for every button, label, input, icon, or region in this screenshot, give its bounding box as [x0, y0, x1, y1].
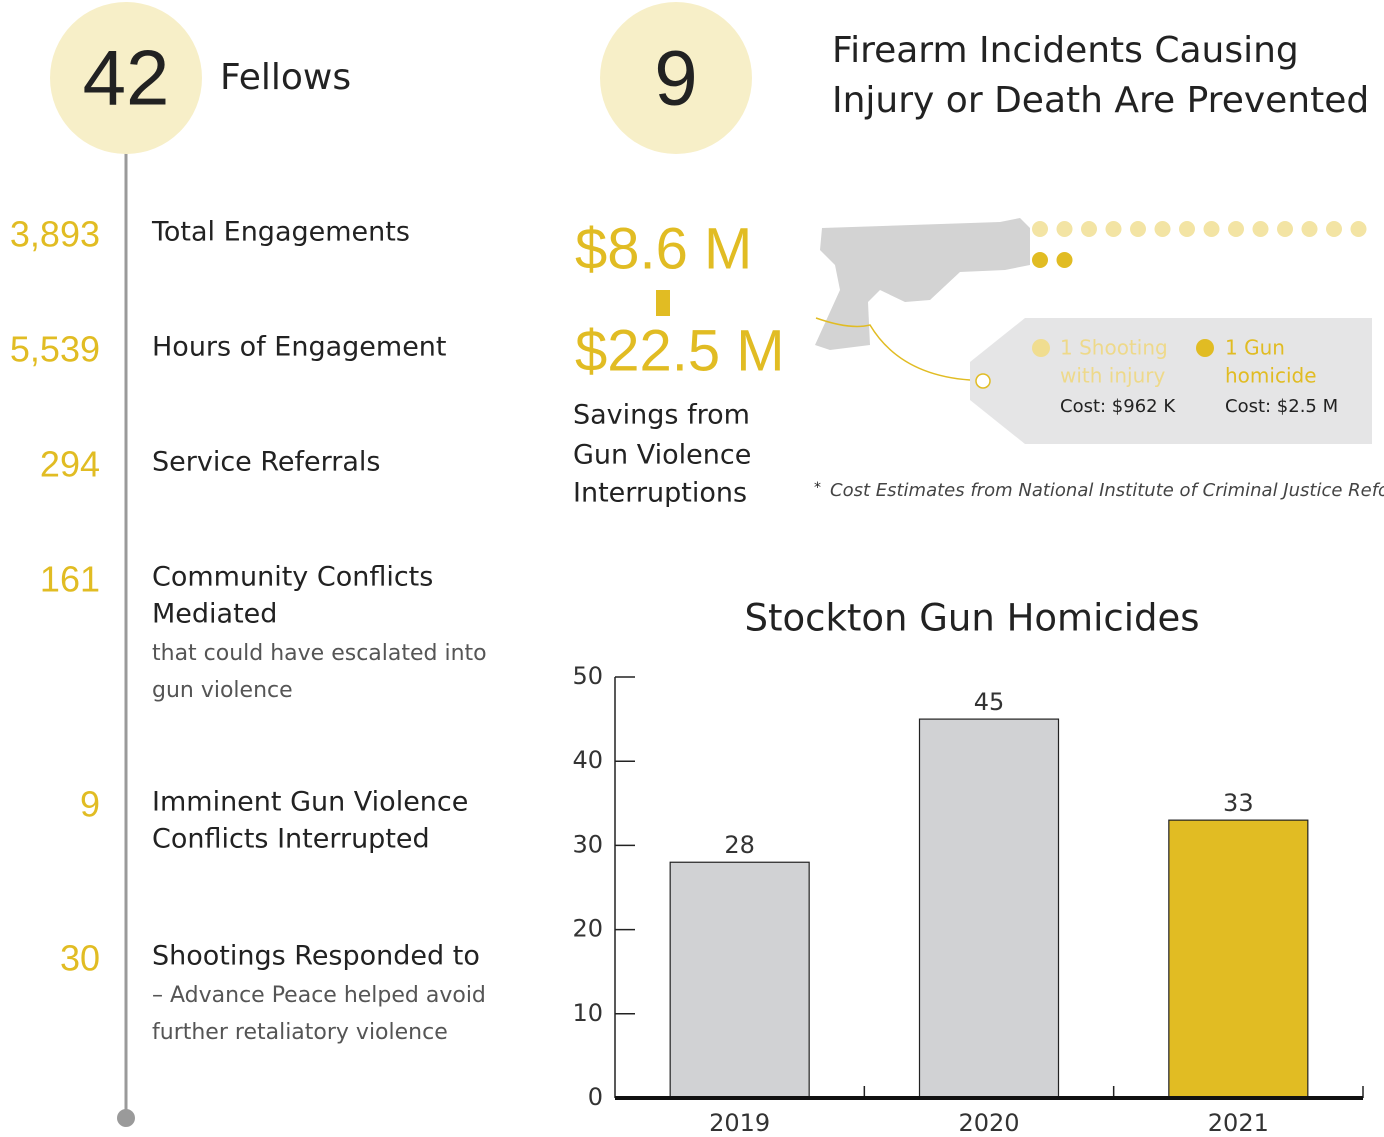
stat-note: – Advance Peace helped avoid — [152, 983, 486, 1008]
legend-label: homicide — [1225, 364, 1317, 388]
dot — [1081, 221, 1097, 237]
stat-label: Total Engagements — [151, 217, 410, 248]
savings-low: $8.6 M — [575, 216, 752, 281]
cost-text: Cost: $962 K — [1060, 396, 1176, 417]
stat-number: 3,893 — [10, 214, 100, 255]
dot — [1302, 221, 1318, 237]
fellows-label: Fellows — [220, 57, 351, 98]
dot — [1277, 221, 1293, 237]
bar — [670, 862, 809, 1098]
stat-number: 161 — [40, 559, 100, 600]
gun-icon — [815, 218, 1030, 350]
y-tick-label: 0 — [588, 1083, 603, 1111]
dot — [1155, 221, 1171, 237]
infographic: 42 Fellows 9 Firearm Incidents Causing I… — [0, 0, 1384, 1137]
range-marker — [656, 290, 670, 316]
dot — [1179, 221, 1195, 237]
stat-note: that could have escalated into — [152, 641, 487, 666]
dot — [1057, 221, 1073, 237]
value-label: 33 — [1223, 789, 1254, 817]
bar — [1169, 820, 1308, 1098]
legend-label: 1 Gun — [1225, 336, 1285, 360]
x-tick-label: 2019 — [709, 1109, 770, 1137]
dot — [1351, 221, 1367, 237]
incident-dots — [1032, 221, 1367, 268]
value-label: 45 — [974, 688, 1005, 716]
y-tick-label: 20 — [572, 915, 603, 943]
y-tick-label: 30 — [572, 830, 603, 858]
bar — [920, 719, 1059, 1098]
fellows-number: 42 — [83, 34, 170, 122]
stats: 3,893 Total Engagements 5,539 Hours of Enga… — [10, 214, 487, 1045]
legend-swatch — [1196, 339, 1214, 357]
savings-label: Savings from — [573, 400, 750, 431]
dot — [1057, 252, 1073, 268]
footnote-mark: * — [814, 480, 821, 496]
y-tick-label: 10 — [572, 999, 603, 1027]
savings-high: $22.5 M — [575, 318, 785, 383]
dot — [1130, 221, 1146, 237]
savings-label: Interruptions — [573, 478, 747, 509]
dot — [1032, 252, 1048, 268]
legend-swatch — [1032, 339, 1050, 357]
chart: 0 10 20 30 40 50 28 2019 45 2020 33 2021 — [572, 662, 1363, 1137]
legend-label: 1 Shooting — [1060, 336, 1168, 360]
stat-number: 294 — [40, 444, 100, 485]
stat-label: Mediated — [152, 599, 277, 630]
value-label: 28 — [724, 831, 755, 859]
y-tick-label: 50 — [572, 662, 603, 690]
stat-label: Conflicts Interrupted — [152, 824, 430, 855]
chart-title: Stockton Gun Homicides — [744, 597, 1199, 640]
footnote: Cost Estimates from National Institute o… — [830, 480, 1384, 501]
incidents-label: Firearm Incidents Causing — [832, 30, 1299, 71]
stat-label: Imminent Gun Violence — [152, 787, 468, 818]
timeline-end — [117, 1109, 135, 1127]
incidents-number: 9 — [654, 34, 697, 122]
stat-number: 9 — [80, 784, 100, 825]
dot — [1032, 221, 1048, 237]
incidents-label: Injury or Death Are Prevented — [832, 80, 1369, 121]
dot — [1253, 221, 1269, 237]
y-tick-label: 40 — [572, 746, 603, 774]
dot — [1326, 221, 1342, 237]
stat-number: 5,539 — [10, 329, 100, 370]
stat-label: Shootings Responded to — [152, 941, 480, 972]
dot — [1204, 221, 1220, 237]
x-tick-label: 2021 — [1208, 1109, 1269, 1137]
stat-label: Community Conflicts — [152, 562, 433, 593]
stat-label: Service Referrals — [152, 447, 381, 478]
cost-text: Cost: $2.5 M — [1225, 396, 1338, 417]
stat-note: further retaliatory violence — [152, 1020, 448, 1045]
legend-label: with injury — [1060, 364, 1165, 388]
tag-hole — [976, 374, 990, 388]
stat-label: Hours of Engagement — [152, 332, 447, 363]
stat-number: 30 — [60, 938, 100, 979]
dot — [1228, 221, 1244, 237]
savings-label: Gun Violence — [573, 440, 751, 471]
x-tick-label: 2020 — [958, 1109, 1019, 1137]
dot — [1106, 221, 1122, 237]
stat-note: gun violence — [152, 678, 293, 703]
